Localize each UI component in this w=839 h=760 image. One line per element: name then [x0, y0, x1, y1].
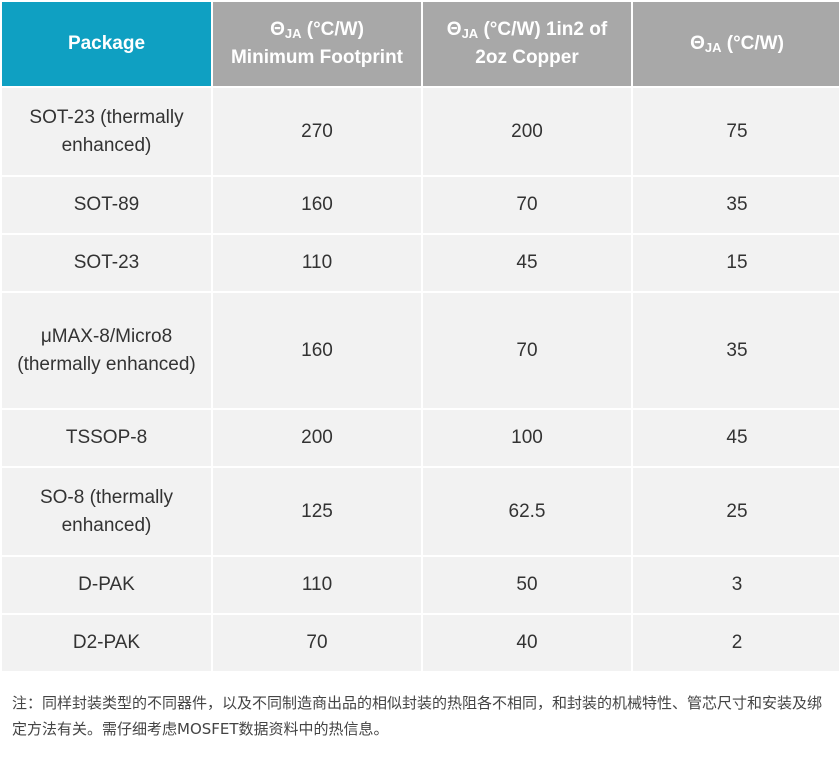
theta-ja-cell: 3 [633, 557, 839, 613]
min-footprint-cell: 110 [213, 557, 421, 613]
header-theta-symbol: Θ [690, 33, 705, 54]
theta-ja-cell: 2 [633, 615, 839, 671]
header-unit: (°C/W) [721, 33, 784, 54]
copper-cell: 100 [423, 410, 631, 466]
header-copper: ΘJA (°C/W) 1in2 of 2oz Copper [423, 2, 631, 86]
package-cell: SOT-23 (thermally enhanced) [2, 88, 211, 175]
copper-cell: 50 [423, 557, 631, 613]
header-min-footprint: ΘJA (°C/W) Minimum Footprint [213, 2, 421, 86]
header-line2: Minimum Footprint [230, 47, 404, 68]
table-row: D-PAK 110 50 3 [2, 557, 839, 613]
header-package-label: Package [67, 33, 146, 54]
package-cell: D-PAK [2, 557, 211, 613]
thermal-resistance-table: Package ΘJA (°C/W) Minimum Footprint ΘJA… [2, 2, 839, 671]
header-unit: (°C/W) 1in2 of [478, 19, 608, 40]
package-cell: SO-8 (thermally enhanced) [2, 468, 211, 555]
package-cell: SOT-23 [2, 235, 211, 291]
min-footprint-cell: 70 [213, 615, 421, 671]
table-row: SO-8 (thermally enhanced) 125 62.5 25 [2, 468, 839, 555]
header-unit: (°C/W) [301, 19, 364, 40]
package-cell: TSSOP-8 [2, 410, 211, 466]
header-line2: 2oz Copper [475, 47, 579, 68]
copper-cell: 70 [423, 177, 631, 233]
footnote: 注：同样封装类型的不同器件，以及不同制造商出品的相似封装的热阻各不相同，和封装的… [12, 694, 823, 738]
theta-ja-cell: 15 [633, 235, 839, 291]
min-footprint-cell: 160 [213, 177, 421, 233]
min-footprint-cell: 110 [213, 235, 421, 291]
table-row: μMAX-8/Micro8 (thermally enhanced) 160 7… [2, 293, 839, 408]
header-theta-subscript: JA [704, 40, 722, 55]
header-theta-subscript: JA [461, 26, 479, 41]
header-row: Package ΘJA (°C/W) Minimum Footprint ΘJA… [2, 2, 839, 86]
theta-ja-cell: 35 [633, 293, 839, 408]
header-theta-symbol: Θ [446, 19, 462, 40]
min-footprint-cell: 200 [213, 410, 421, 466]
theta-ja-cell: 25 [633, 468, 839, 555]
min-footprint-cell: 160 [213, 293, 421, 408]
copper-cell: 200 [423, 88, 631, 175]
header-theta-subscript: JA [284, 26, 302, 41]
package-cell: μMAX-8/Micro8 (thermally enhanced) [2, 293, 211, 408]
copper-cell: 62.5 [423, 468, 631, 555]
copper-cell: 70 [423, 293, 631, 408]
table-row: SOT-23 (thermally enhanced) 270 200 75 [2, 88, 839, 175]
table-row: SOT-89 160 70 35 [2, 177, 839, 233]
copper-cell: 40 [423, 615, 631, 671]
table-row: D2-PAK 70 40 2 [2, 615, 839, 671]
header-theta-ja: ΘJA (°C/W) [633, 2, 839, 86]
min-footprint-cell: 270 [213, 88, 421, 175]
copper-cell: 45 [423, 235, 631, 291]
package-cell: SOT-89 [2, 177, 211, 233]
min-footprint-cell: 125 [213, 468, 421, 555]
package-cell: D2-PAK [2, 615, 211, 671]
theta-ja-cell: 75 [633, 88, 839, 175]
header-package: Package [2, 2, 211, 86]
header-theta-symbol: Θ [270, 19, 285, 40]
table-row: TSSOP-8 200 100 45 [2, 410, 839, 466]
theta-ja-cell: 35 [633, 177, 839, 233]
table-row: SOT-23 110 45 15 [2, 235, 839, 291]
theta-ja-cell: 45 [633, 410, 839, 466]
